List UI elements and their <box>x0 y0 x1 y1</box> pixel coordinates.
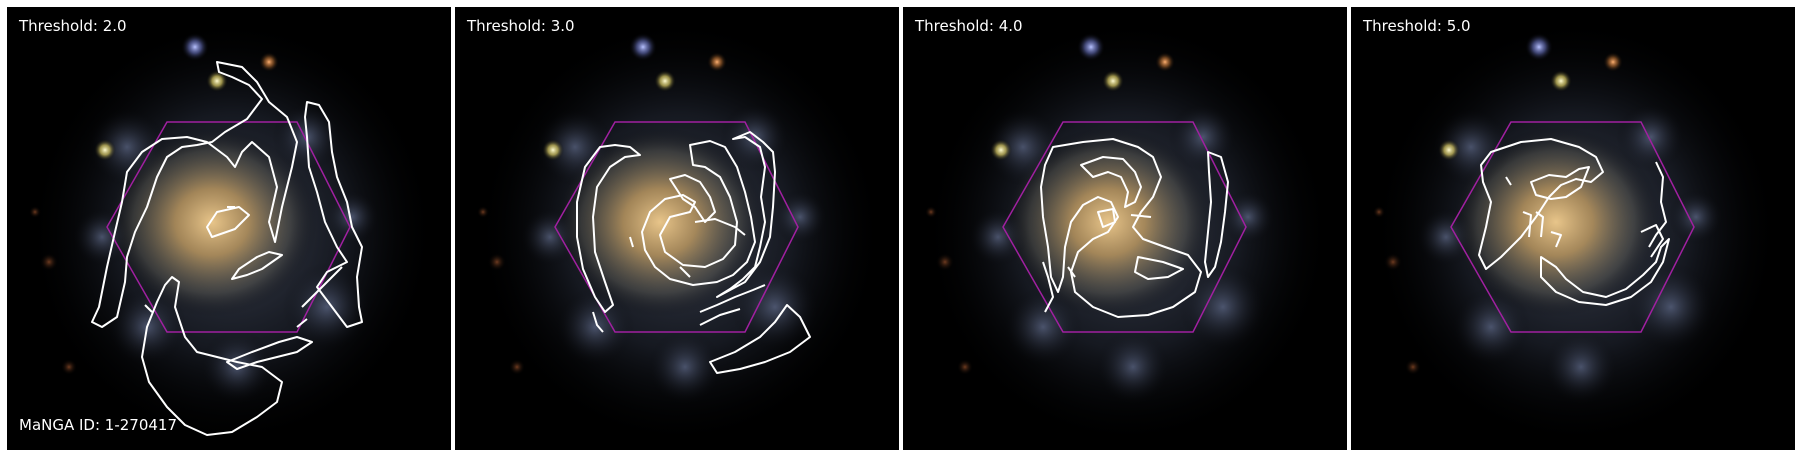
contour-lines <box>1478 138 1670 306</box>
contour-lines <box>91 61 363 436</box>
galaxy-image <box>7 7 451 450</box>
threshold-label: Threshold: 4.0 <box>915 17 1023 35</box>
contour-lines <box>576 131 811 374</box>
ifu-hexagon <box>1450 121 1695 333</box>
ifu-hexagon <box>1002 121 1247 333</box>
galaxy-id-label: MaNGA ID: 1-270417 <box>19 416 178 434</box>
threshold-label: Threshold: 3.0 <box>467 17 575 35</box>
threshold-label: Threshold: 5.0 <box>1363 17 1471 35</box>
contour-lines <box>1040 138 1229 318</box>
galaxy-image <box>1351 7 1795 450</box>
threshold-label: Threshold: 2.0 <box>19 17 127 35</box>
galaxy-panel-threshold-3: Threshold: 3.0 <box>455 7 899 450</box>
ifu-hexagon <box>554 121 799 333</box>
galaxy-panel-threshold-2: Threshold: 2.0 MaNGA ID: 1-270417 <box>7 7 451 450</box>
galaxy-panel-threshold-4: Threshold: 4.0 <box>903 7 1347 450</box>
ifu-hexagon <box>106 121 351 333</box>
galaxy-panel-threshold-5: Threshold: 5.0 <box>1351 7 1795 450</box>
galaxy-image <box>903 7 1347 450</box>
galaxy-image <box>455 7 899 450</box>
